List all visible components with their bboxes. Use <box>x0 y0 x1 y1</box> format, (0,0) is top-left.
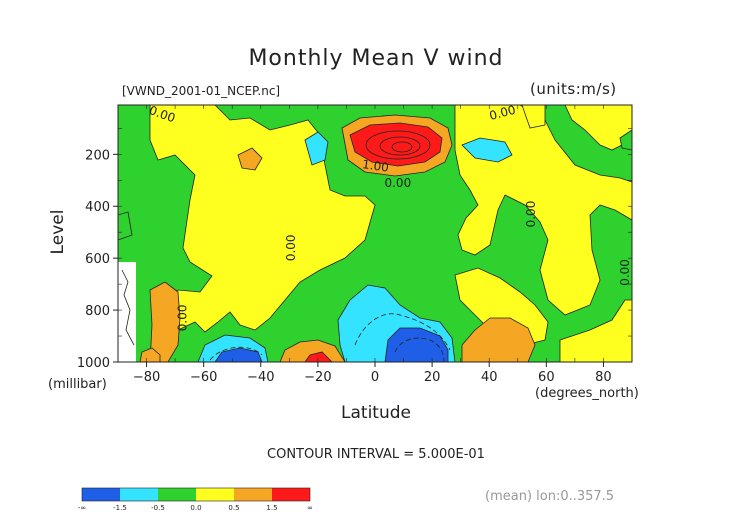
x-axis-label: Latitude <box>341 403 411 423</box>
x-tick-label: 60 <box>538 370 555 385</box>
colorbar-tick-label: -∞ <box>78 504 86 512</box>
chart-title: Monthly Mean V wind <box>248 46 504 71</box>
colorbar-swatch <box>196 488 234 501</box>
region-cyan-upper <box>304 131 329 166</box>
colorbar-tick-label: -1.5 <box>113 504 127 512</box>
region-orange-sw <box>149 281 181 362</box>
contour-negative-2 <box>394 337 445 362</box>
region-orange-north-low <box>461 317 536 362</box>
contour-label: 1.00 <box>361 157 389 175</box>
x-tick-label: −20 <box>304 370 331 385</box>
region-blue-north <box>384 327 449 362</box>
region-yellow-se <box>559 299 632 362</box>
colorbar-swatch <box>272 488 310 501</box>
region-green-left-strip <box>118 211 133 241</box>
colorbar-frame <box>81 487 311 502</box>
colorbar: -∞ -1.5 -0.5 0.0 0.5 1.5 ∞ <box>78 487 313 512</box>
units-label: (units:m/s) <box>530 80 617 98</box>
region-yellow-north-upper <box>521 105 546 129</box>
y-axis-unit: (millibar) <box>48 377 107 392</box>
contour-label: 0.00 <box>384 176 411 190</box>
region-blue-south <box>214 347 263 362</box>
x-tick-label: 80 <box>595 370 612 385</box>
y-tick-label: 600 <box>85 252 110 267</box>
x-tick-label: −80 <box>133 370 160 385</box>
missing-data-area <box>118 262 136 362</box>
colorbar-swatch <box>234 488 272 501</box>
colorbar-swatch <box>82 488 120 501</box>
y-tick-label: 200 <box>85 148 110 163</box>
colorbar-swatch <box>120 488 158 501</box>
colorbar-tick-label: 1.5 <box>266 504 277 512</box>
region-orange-small-200 <box>237 147 263 171</box>
colorbar-tick-label: 0.0 <box>190 504 201 512</box>
y-tick-label: 800 <box>85 304 110 319</box>
contour-jet-1 <box>365 130 431 160</box>
contour-negative-1 <box>354 313 451 351</box>
colorbar-tick-label: -0.5 <box>151 504 165 512</box>
plot-area <box>118 105 632 362</box>
contour-label: 0.00 <box>488 103 517 123</box>
contour-edge <box>121 269 135 346</box>
contour-label: 0.00 <box>176 305 190 332</box>
colorbar-tick-label: ∞ <box>307 504 313 512</box>
contour-label: 0.00 <box>524 201 538 228</box>
contour-labels: 0.001.000.000.000.000.000.000.00 <box>147 103 632 332</box>
x-tick-label: 0 <box>371 370 379 385</box>
contour-negative-3 <box>209 346 263 361</box>
contour-jet-2 <box>379 136 421 156</box>
region-yellow-upper-right <box>564 105 632 151</box>
colorbar-swatch <box>158 488 196 501</box>
x-tick-label: −60 <box>190 370 217 385</box>
x-tick-label: −40 <box>247 370 274 385</box>
region-green-right-edge <box>619 129 632 151</box>
region-orange-low <box>279 339 346 362</box>
region-orange-sw-corner <box>139 347 161 362</box>
axes: −80 −60 −40 −20 0 20 40 60 80 200 400 600 800 1000 <box>77 105 633 385</box>
x-tick-label: 40 <box>481 370 498 385</box>
region-red-low <box>304 351 333 362</box>
contour-label: 0.00 <box>618 259 632 286</box>
y-tick-label: 400 <box>85 200 110 215</box>
contour-label: 0.00 <box>284 234 298 261</box>
averaging-label: (mean) lon:0..357.5 <box>485 489 615 504</box>
region-cyan-upper-north <box>461 137 513 163</box>
contour-jet-3 <box>391 141 413 153</box>
contour-interval-label: CONTOUR INTERVAL = 5.000E-01 <box>267 447 485 462</box>
y-tick-label: 1000 <box>77 356 110 371</box>
x-tick-label: 20 <box>424 370 441 385</box>
colorbar-tick-label: 0.5 <box>228 504 239 512</box>
dataset-label: [VWND_2001-01_NCEP.nc] <box>122 84 281 98</box>
x-axis-unit: (degrees_north) <box>535 386 639 401</box>
